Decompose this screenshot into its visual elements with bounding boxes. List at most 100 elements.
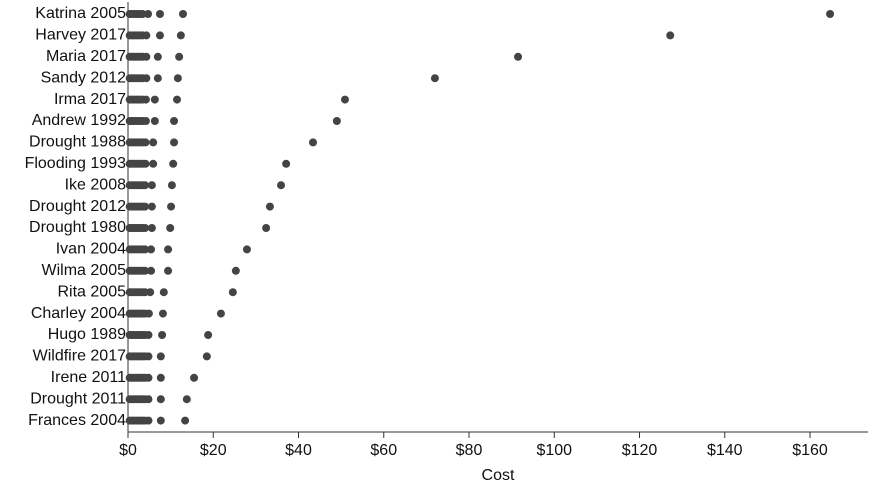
dot bbox=[164, 266, 173, 275]
dot bbox=[150, 117, 159, 125]
dot bbox=[153, 52, 162, 61]
dot bbox=[149, 138, 158, 147]
y-tick-label: Maria 2017 bbox=[46, 48, 126, 65]
dot bbox=[144, 416, 153, 425]
y-tick-label: Irma 2017 bbox=[54, 91, 126, 108]
dot bbox=[166, 224, 175, 232]
dot bbox=[141, 266, 150, 275]
dot bbox=[202, 352, 211, 361]
y-tick-label: Wildfire 2017 bbox=[33, 348, 126, 365]
x-tick-label: $0 bbox=[119, 442, 137, 459]
dot bbox=[156, 416, 165, 425]
dot bbox=[277, 181, 286, 190]
dot bbox=[141, 117, 150, 125]
y-tick-label: Charley 2004 bbox=[31, 305, 126, 322]
dot bbox=[282, 159, 291, 168]
y-tick-label: Hugo 1989 bbox=[48, 326, 126, 343]
dot bbox=[265, 202, 274, 211]
dot bbox=[147, 266, 156, 275]
dot bbox=[141, 224, 150, 232]
dot bbox=[149, 159, 158, 168]
dot bbox=[147, 181, 156, 190]
dot bbox=[155, 10, 164, 18]
y-tick-label: Drought 2012 bbox=[29, 198, 126, 215]
y-tick-label: Drought 1980 bbox=[29, 219, 126, 236]
y-tick-label: Frances 2004 bbox=[28, 412, 126, 429]
dot bbox=[826, 10, 835, 18]
dot bbox=[430, 74, 439, 83]
dot bbox=[147, 202, 156, 211]
dot bbox=[141, 138, 150, 147]
y-tick-label: Wilma 2005 bbox=[42, 262, 127, 279]
dot bbox=[144, 10, 153, 18]
dot bbox=[167, 202, 176, 211]
dot bbox=[156, 395, 165, 404]
y-tick-label: Irene 2011 bbox=[51, 369, 126, 386]
dot bbox=[181, 416, 190, 425]
dot bbox=[146, 288, 155, 297]
x-tick-label: $40 bbox=[285, 442, 312, 459]
dot bbox=[156, 352, 165, 361]
x-tick-label: $120 bbox=[622, 442, 658, 459]
dot bbox=[156, 373, 165, 382]
y-tick-label: Drought 2011 bbox=[30, 390, 126, 407]
dot bbox=[141, 181, 150, 190]
dot bbox=[144, 395, 153, 404]
dot bbox=[141, 159, 150, 168]
dot bbox=[147, 224, 156, 232]
dot bbox=[175, 52, 184, 61]
dot bbox=[170, 138, 179, 147]
dot bbox=[164, 245, 173, 254]
dot bbox=[153, 74, 162, 83]
dot bbox=[144, 309, 153, 318]
dot bbox=[142, 31, 151, 40]
dot bbox=[150, 95, 159, 104]
y-tick-label: Rita 2005 bbox=[58, 283, 127, 300]
dot bbox=[190, 373, 199, 382]
x-tick-label: $140 bbox=[707, 442, 743, 459]
dot bbox=[141, 245, 150, 254]
x-tick-label: $80 bbox=[456, 442, 483, 459]
dot bbox=[262, 224, 271, 232]
x-tick-label: $60 bbox=[370, 442, 397, 459]
dot bbox=[147, 245, 156, 254]
dot bbox=[170, 117, 179, 125]
y-tick-label: Andrew 1992 bbox=[32, 112, 126, 129]
dot bbox=[167, 181, 176, 190]
dot bbox=[514, 52, 523, 61]
x-tick-label: $20 bbox=[200, 442, 227, 459]
dot bbox=[242, 245, 251, 254]
dot bbox=[173, 95, 182, 104]
dot bbox=[176, 31, 185, 40]
dot bbox=[158, 331, 167, 339]
dot bbox=[144, 331, 153, 339]
dot bbox=[340, 95, 349, 104]
dot bbox=[159, 288, 168, 297]
dot bbox=[142, 52, 151, 61]
dot bbox=[666, 31, 675, 40]
dot bbox=[204, 331, 213, 339]
dot bbox=[173, 74, 182, 83]
y-tick-label: Drought 1988 bbox=[29, 134, 126, 151]
dot bbox=[142, 74, 151, 83]
dot bbox=[155, 31, 164, 40]
dot bbox=[169, 159, 178, 168]
x-tick-label: $160 bbox=[792, 442, 828, 459]
dot bbox=[138, 10, 147, 18]
dot bbox=[216, 309, 225, 318]
dot bbox=[228, 288, 237, 297]
x-tick-label: $100 bbox=[536, 442, 572, 459]
dot bbox=[182, 395, 191, 404]
y-tick-label: Sandy 2012 bbox=[41, 69, 127, 86]
y-tick-label: Katrina 2005 bbox=[35, 5, 126, 22]
dot bbox=[178, 10, 187, 18]
y-tick-label: Ivan 2004 bbox=[56, 241, 126, 258]
dot bbox=[144, 352, 153, 361]
dot bbox=[144, 373, 153, 382]
dot bbox=[141, 95, 150, 104]
dot bbox=[332, 117, 341, 125]
y-tick-label: Harvey 2017 bbox=[35, 27, 126, 44]
dot bbox=[141, 202, 150, 211]
y-tick-label: Ike 2008 bbox=[65, 176, 126, 193]
